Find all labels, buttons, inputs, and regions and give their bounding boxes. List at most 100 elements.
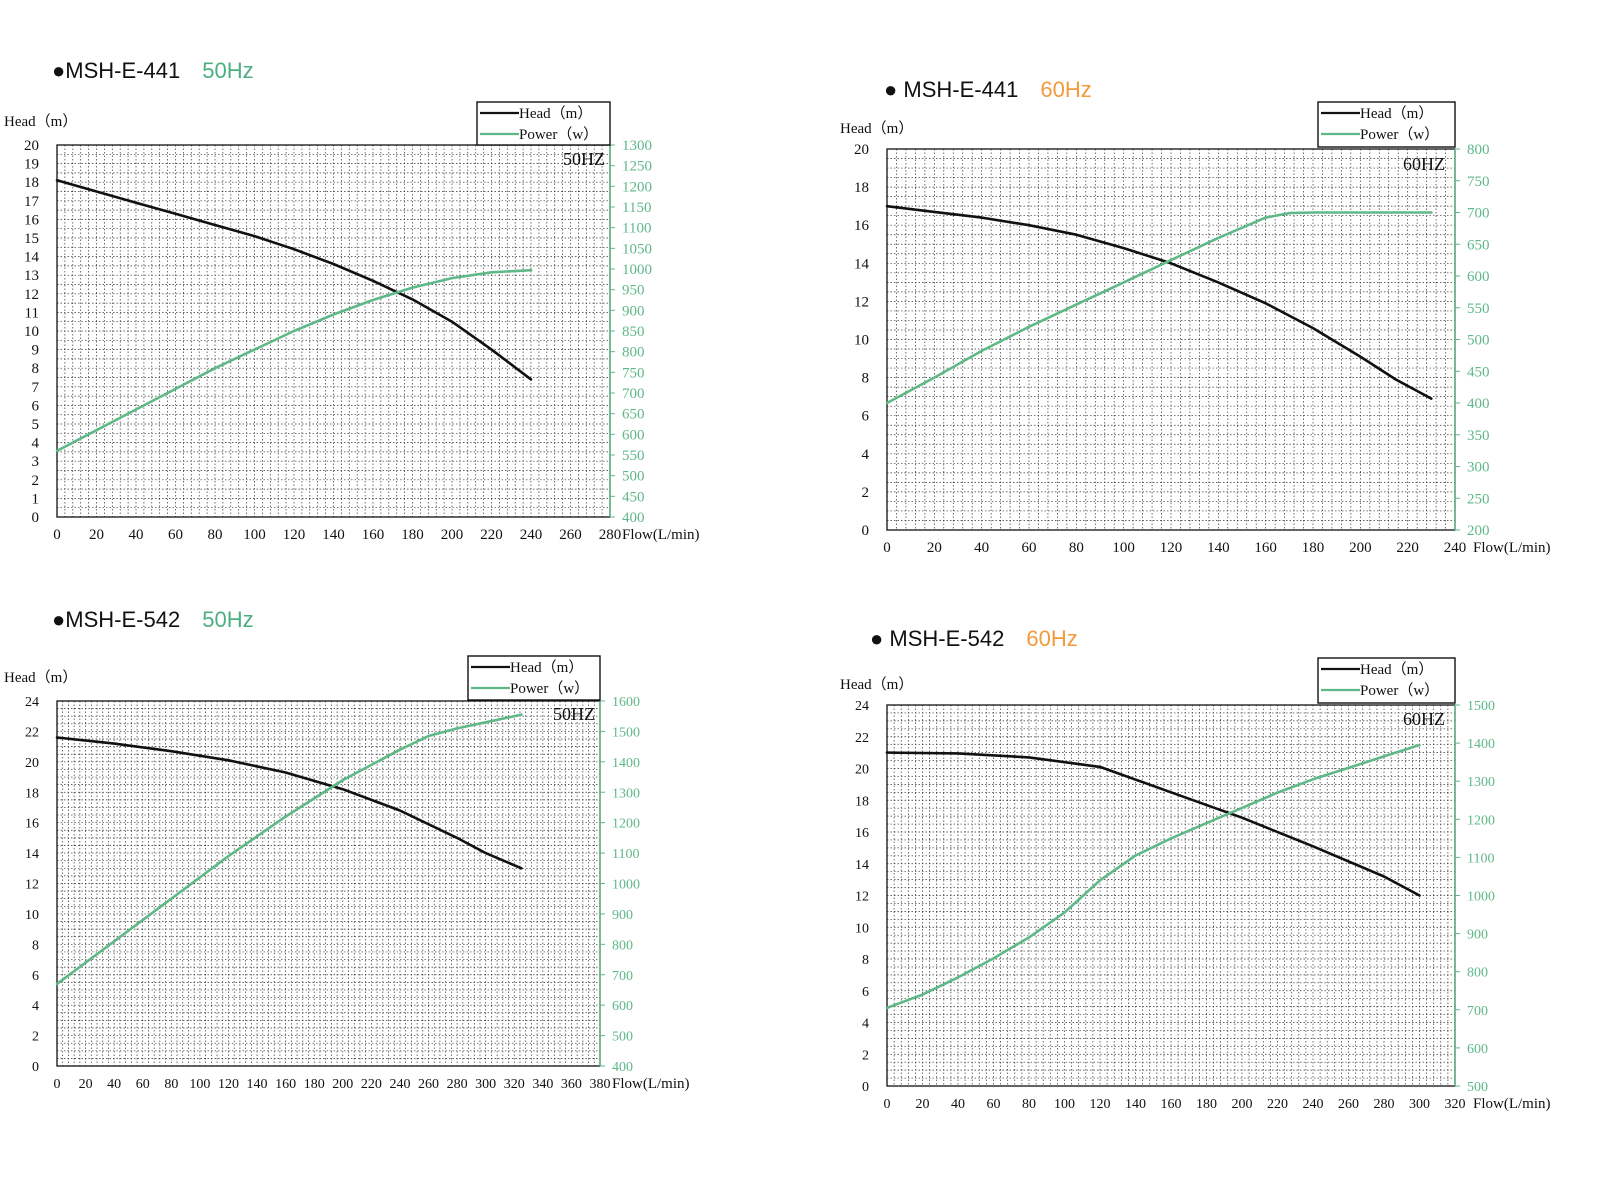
y-tick-label: 9 (32, 343, 40, 359)
power-tick-label: 650 (622, 407, 645, 423)
frequency-label: 50Hz (202, 58, 254, 83)
x-tick-label: 120 (283, 527, 306, 543)
frequency-label: 60Hz (1026, 626, 1078, 651)
x-tick-label: 40 (951, 1097, 965, 1112)
x-tick-label: 40 (129, 527, 144, 543)
power-tick-label: 850 (622, 324, 645, 340)
y-tick-label: 0 (32, 1060, 39, 1075)
power-tick-label: 600 (622, 427, 645, 443)
x-tick-label: 180 (401, 527, 424, 543)
x-tick-label: 160 (362, 527, 385, 543)
power-tick-label: 750 (1467, 174, 1490, 190)
frequency-tag: 60HZ (1403, 709, 1445, 729)
x-tick-label: 80 (1069, 540, 1084, 556)
legend-label-power: Power（w） (510, 680, 589, 697)
power-tick-label: 450 (1467, 364, 1490, 380)
x-tick-label: 80 (1022, 1097, 1036, 1112)
power-tick-label: 350 (1467, 428, 1490, 444)
y-tick-label: 14 (855, 858, 869, 873)
y-tick-label: 14 (854, 256, 870, 272)
x-tick-label: 240 (1444, 540, 1467, 556)
legend-label-power: Power（w） (1360, 682, 1439, 699)
x-tick-label: 240 (520, 527, 543, 543)
x-tick-label: 0 (53, 527, 61, 543)
x-tick-label: 260 (559, 527, 582, 543)
power-curve (885, 211, 1433, 405)
model-label: MSH-E-542 (65, 607, 181, 632)
power-tick-label: 700 (612, 969, 633, 984)
chart-c2: 0 20 40 60 80 100 120 140 160 180 200 220 240 0 2 4 6 8 10… (840, 101, 1551, 556)
power-tick-label: 250 (1467, 491, 1490, 507)
y-tick-label: 18 (24, 175, 39, 191)
x-tick-label: 300 (475, 1077, 496, 1092)
power-tick-label: 400 (622, 510, 645, 526)
y-tick-label: 6 (862, 985, 869, 1000)
legend-label-head: Head（m） (1360, 105, 1433, 122)
y-tick-label: 15 (24, 231, 39, 247)
y-tick-label: 11 (25, 305, 39, 321)
x-tick-label: 60 (1022, 540, 1037, 556)
y-tick-label: 1 (32, 491, 40, 507)
x-tick-label: 380 (590, 1077, 611, 1092)
power-tick-label: 1200 (1467, 813, 1495, 828)
y-tick-label: 13 (24, 268, 39, 284)
power-tick-label: 1400 (612, 756, 640, 771)
x-tick-label: 320 (1445, 1097, 1466, 1112)
y-tick-label: 2 (862, 1048, 869, 1063)
y-tick-label: 20 (854, 142, 869, 158)
x-tick-label: 140 (322, 527, 345, 543)
x-tick-label: 120 (1090, 1097, 1111, 1112)
x-axis-label: Flow(L/min) (622, 527, 700, 543)
power-tick-label: 650 (1467, 237, 1490, 253)
y-tick-label: 8 (32, 938, 39, 953)
y-tick-label: 6 (32, 398, 40, 414)
y-tick-label: 10 (854, 333, 869, 349)
x-tick-label: 340 (532, 1077, 553, 1092)
x-tick-label: 140 (1125, 1097, 1146, 1112)
power-tick-label: 1300 (1467, 775, 1495, 790)
y-tick-label: 6 (32, 969, 39, 984)
power-tick-label: 700 (1467, 1004, 1488, 1019)
legend-label-power: Power（w） (519, 126, 598, 143)
power-tick-label: 800 (1467, 142, 1490, 158)
y-tick-label: 12 (25, 878, 39, 893)
power-tick-label: 700 (622, 386, 645, 402)
x-tick-label: 260 (1338, 1097, 1359, 1112)
power-tick-label: 600 (1467, 1042, 1488, 1057)
x-tick-label: 180 (1302, 540, 1325, 556)
head-curve (885, 204, 1433, 400)
power-tick-label: 1500 (1467, 699, 1495, 714)
x-tick-label: 240 (389, 1077, 410, 1092)
x-tick-label: 60 (136, 1077, 150, 1092)
y-tick-label: 12 (24, 287, 39, 303)
y-tick-label: 4 (862, 1017, 869, 1032)
x-tick-label: 220 (361, 1077, 382, 1092)
power-tick-label: 500 (612, 1030, 633, 1045)
y-axis-label: Head（m） (4, 669, 77, 686)
power-tick-label: 750 (622, 365, 645, 381)
power-tick-label: 400 (1467, 396, 1490, 412)
chart-c1: 0 20 40 60 80 100 120 140 160 180 200 220 240 260 2800… (4, 101, 700, 543)
power-tick-label: 1600 (612, 695, 640, 710)
x-tick-label: 220 (1396, 540, 1419, 556)
power-tick-label: 1100 (612, 847, 639, 862)
y-tick-label: 12 (855, 890, 869, 905)
frequency-label: 50Hz (202, 607, 254, 632)
power-tick-label: 550 (1467, 301, 1490, 317)
title-bullet: ● (52, 607, 66, 632)
legend-box (1317, 657, 1456, 704)
y-tick-label: 10 (25, 908, 39, 923)
power-tick-label: 400 (612, 1060, 633, 1075)
x-tick-label: 80 (208, 527, 223, 543)
y-tick-label: 2 (862, 485, 870, 501)
y-axis-label: Head（m） (4, 113, 77, 130)
y-tick-label: 12 (854, 294, 869, 310)
power-tick-label: 300 (1467, 460, 1490, 476)
power-tick-label: 1250 (622, 159, 652, 175)
x-tick-label: 140 (1207, 540, 1230, 556)
x-tick-label: 180 (1196, 1097, 1217, 1112)
power-curve (55, 268, 533, 453)
power-tick-label: 600 (1467, 269, 1490, 285)
frequency-label: 60Hz (1040, 77, 1092, 102)
power-tick-label: 200 (1467, 523, 1490, 539)
